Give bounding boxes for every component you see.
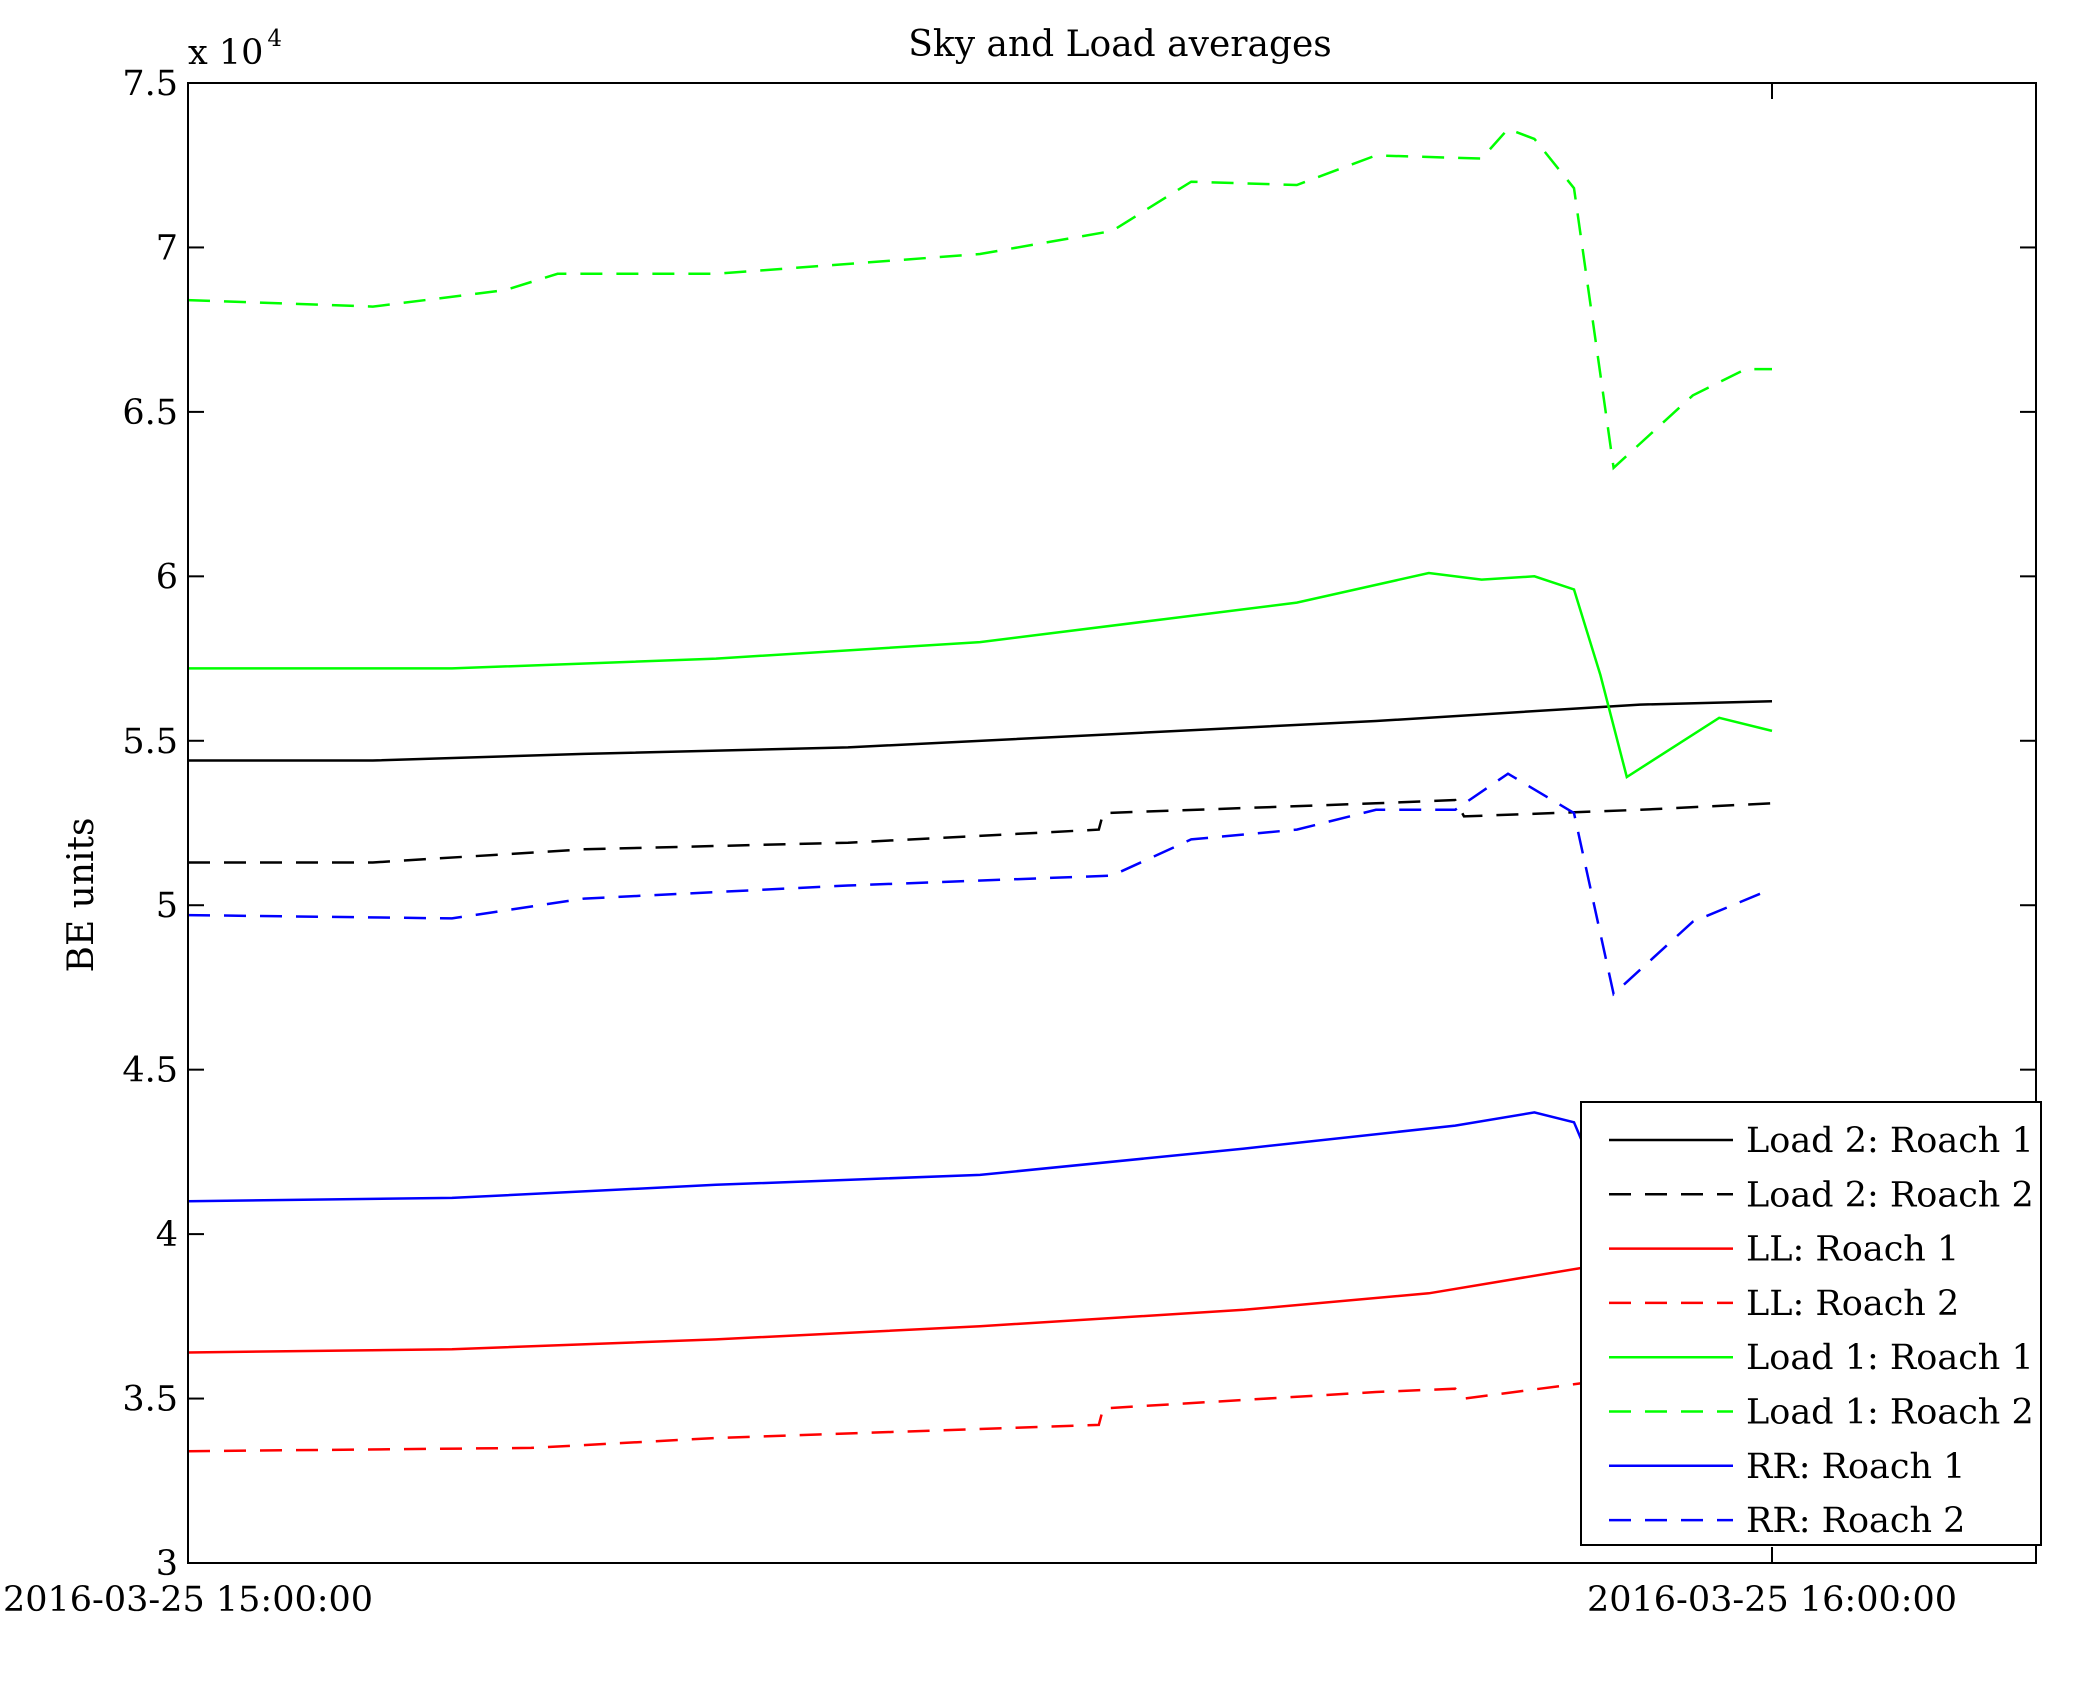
- y-tick-label: 7: [156, 228, 178, 268]
- legend-label-load-1-roach-1: Load 1: Roach 1: [1746, 1338, 2034, 1378]
- y-tick-label: 5: [156, 886, 178, 926]
- legend-label-rr-roach-2: RR: Roach 2: [1746, 1501, 1965, 1541]
- x-tick-label: 2016-03-25 16:00:00: [1587, 1580, 1957, 1620]
- legend-label-ll-roach-2: LL: Roach 2: [1746, 1284, 1959, 1324]
- series-line-load-2-roach-1: [188, 700, 1773, 762]
- y-tick-label: 5.5: [122, 722, 178, 762]
- legend-box: [1580, 1101, 2042, 1546]
- y-tick-label: 4.5: [122, 1051, 178, 1091]
- y-axis-label: BE units: [61, 817, 102, 972]
- legend-label-ll-roach-1: LL: Roach 1: [1746, 1230, 1959, 1270]
- series-line-load-1-roach-2: [187, 127, 1772, 471]
- y-axis-multiplier-exponent: 4: [267, 26, 282, 52]
- x-tick-label: 2016-03-25 15:00:00: [3, 1580, 373, 1620]
- series-line-load-2-roach-2: [188, 798, 1773, 864]
- y-tick-label: 7.5: [122, 64, 178, 104]
- series-line-ll-roach-2: [187, 1370, 1667, 1453]
- y-tick-label: 3.5: [122, 1380, 178, 1420]
- y-axis-multiplier: x 10 4: [188, 26, 282, 73]
- x-axis: 2016-03-25 15:00:00 2016-03-25 16:00:00: [3, 83, 1957, 1620]
- series-line-load-1-roach-1: [188, 571, 1773, 779]
- chart-title: Sky and Load averages: [908, 24, 1332, 65]
- series-line-rr-roach-2: [187, 772, 1773, 997]
- series-line-ll-roach-1: [187, 1259, 1667, 1354]
- y-tick-label: 6: [156, 557, 178, 597]
- legend: Load 2: Roach 1 Load 2: Roach 2 LL: Roach …: [1580, 1101, 2042, 1546]
- y-axis-multiplier-base: x 10: [188, 33, 263, 73]
- legend-label-rr-roach-1: RR: Roach 1: [1746, 1447, 1965, 1487]
- plot-frame: [187, 82, 2037, 1564]
- y-axis: 3 3.5 4 4.5 5 5.5 6 6.5 7 7.5: [122, 64, 2036, 1584]
- legend-label-load-2-roach-2: Load 2: Roach 2: [1746, 1175, 2034, 1215]
- y-tick-label: 6.5: [122, 393, 178, 433]
- legend-label-load-1-roach-2: Load 1: Roach 2: [1746, 1393, 2034, 1433]
- y-tick-label: 3: [156, 1544, 178, 1584]
- y-tick-label: 4: [156, 1215, 178, 1255]
- legend-label-load-2-roach-1: Load 2: Roach 1: [1746, 1121, 2034, 1161]
